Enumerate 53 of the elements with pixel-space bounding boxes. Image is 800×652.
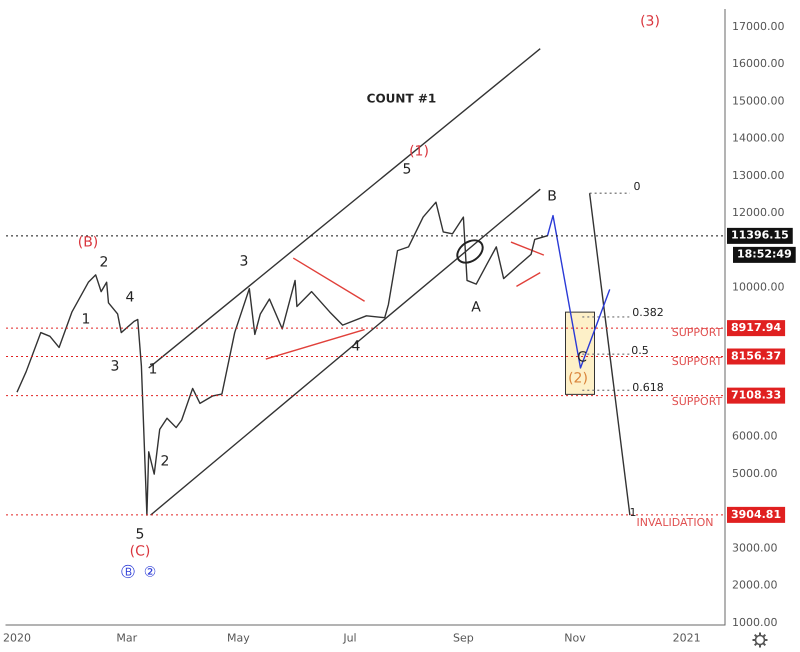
annotation: 4 bbox=[352, 338, 361, 355]
ref-line-label: 3904.81 bbox=[731, 508, 782, 521]
x-tick-label: 2020 bbox=[2, 631, 31, 644]
y-tick-label: 10000.00 bbox=[732, 280, 784, 294]
annotation: A bbox=[471, 300, 482, 316]
annotation: 5 bbox=[136, 526, 144, 543]
ref-line-label: 7108.33 bbox=[731, 388, 782, 402]
y-tick-label: 17000.00 bbox=[732, 20, 784, 33]
y-tick-label: 2000.00 bbox=[732, 578, 778, 592]
y-tick-label: 1000.00 bbox=[732, 616, 778, 629]
ref-line-label: 8156.37 bbox=[731, 349, 782, 362]
annotation: 0 bbox=[634, 180, 640, 193]
annotation: 0.382 bbox=[632, 306, 664, 319]
y-tick-label: 13000.00 bbox=[732, 168, 784, 182]
annotation: Ⓑ bbox=[121, 564, 135, 581]
annotation: 5 bbox=[402, 162, 412, 178]
y-tick-label: 16000.00 bbox=[732, 57, 784, 70]
y-tick-label: 5000.00 bbox=[732, 466, 778, 480]
annotation: B bbox=[547, 188, 557, 205]
annotation: (C) bbox=[130, 544, 150, 560]
y-tick-label: 14000.00 bbox=[732, 132, 784, 145]
annotation: (B) bbox=[78, 234, 98, 251]
annotation: 2 bbox=[160, 454, 170, 470]
annotation: SUPPORT bbox=[672, 394, 723, 408]
annotation: (3) bbox=[640, 14, 660, 30]
annotation: 0.5 bbox=[631, 344, 649, 357]
x-tick-label: Mar bbox=[116, 631, 138, 644]
annotation: SUPPORT bbox=[672, 326, 723, 339]
annotation: 1 bbox=[82, 312, 90, 328]
annotation: SUPPORT bbox=[672, 354, 723, 368]
y-tick-label: 6000.00 bbox=[732, 430, 778, 443]
y-tick-label: 12000.00 bbox=[732, 206, 784, 220]
x-tick-label: 2021 bbox=[672, 631, 701, 644]
annotation: (2) bbox=[568, 370, 588, 387]
annotation: 1 bbox=[148, 362, 158, 378]
y-tick-label: 3000.00 bbox=[732, 541, 778, 554]
annotation: 3 bbox=[240, 254, 248, 270]
text: 18:52:49 bbox=[737, 248, 792, 261]
annotation: ② bbox=[144, 564, 156, 581]
x-tick-label: Sep bbox=[453, 631, 474, 644]
x-tick-label: Jul bbox=[342, 631, 357, 644]
annotation: 4 bbox=[126, 290, 135, 306]
text: COUNT #1 bbox=[366, 92, 436, 106]
x-tick-label: Nov bbox=[564, 631, 586, 644]
annotation: 0.618 bbox=[632, 380, 664, 394]
annotation: 2 bbox=[100, 254, 108, 271]
x-tick-label: May bbox=[226, 631, 250, 644]
annotation: INVALIDATION bbox=[636, 516, 714, 529]
annotation: 1 bbox=[630, 506, 636, 519]
y-tick-label: 15000.00 bbox=[732, 94, 784, 108]
ref-line-label: 11396.15 bbox=[731, 228, 789, 242]
annotation: 3 bbox=[110, 358, 120, 375]
ref-line-label: 8917.94 bbox=[731, 321, 782, 334]
